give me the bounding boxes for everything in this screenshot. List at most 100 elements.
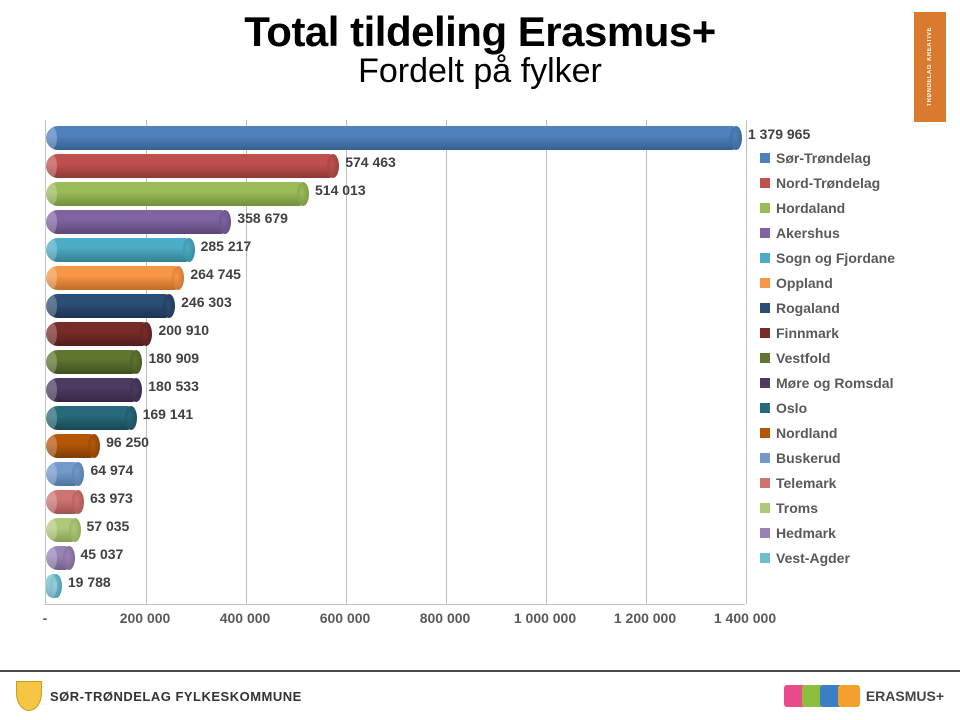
bar-value-label: 358 679 xyxy=(237,210,288,226)
bar-row: 514 013 xyxy=(46,182,303,206)
bar-row: 180 533 xyxy=(46,378,136,402)
legend-label: Oppland xyxy=(776,275,833,291)
legend-item: Oppland xyxy=(760,275,895,291)
bar: 246 303 xyxy=(46,294,169,318)
legend-label: Nord-Trøndelag xyxy=(776,175,880,191)
legend-item: Hedmark xyxy=(760,525,895,541)
legend-item: Hordaland xyxy=(760,200,895,216)
legend-label: Telemark xyxy=(776,475,836,491)
footer-org-label: SØR-TRØNDELAG FYLKESKOMMUNE xyxy=(50,689,302,704)
bar: 514 013 xyxy=(46,182,303,206)
legend-label: Troms xyxy=(776,500,818,516)
bar-value-label: 45 037 xyxy=(81,546,124,562)
legend-label: Rogaland xyxy=(776,300,840,316)
bar-value-label: 64 974 xyxy=(90,462,133,478)
legend-label: Nordland xyxy=(776,425,837,441)
chart-subtitle: Fordelt på fylker xyxy=(0,52,960,91)
chart-title: Total tildeling Erasmus+ xyxy=(0,8,960,56)
legend-item: Vest-Agder xyxy=(760,550,895,566)
bar: 64 974 xyxy=(46,462,78,486)
legend-item: Oslo xyxy=(760,400,895,416)
bar-row: 246 303 xyxy=(46,294,169,318)
bar-value-label: 246 303 xyxy=(181,294,232,310)
bar-row: 45 037 xyxy=(46,546,69,570)
bar-value-label: 63 973 xyxy=(90,490,133,506)
legend-swatch xyxy=(760,403,770,413)
x-axis: -200 000400 000600 000800 0001 000 0001 … xyxy=(45,610,745,630)
bar: 57 035 xyxy=(46,518,75,542)
legend-item: Telemark xyxy=(760,475,895,491)
legend-label: Buskerud xyxy=(776,450,841,466)
gridline xyxy=(646,120,647,604)
footer-erasmus: ERASMUS+ xyxy=(788,685,944,707)
bar-row: 19 788 xyxy=(46,574,56,598)
x-tick-label: - xyxy=(43,610,48,626)
legend-swatch xyxy=(760,428,770,438)
legend-item: Akershus xyxy=(760,225,895,241)
legend-label: Hordaland xyxy=(776,200,845,216)
legend-swatch xyxy=(760,353,770,363)
bar: 180 533 xyxy=(46,378,136,402)
shield-icon xyxy=(16,681,42,711)
erasmus-label: ERASMUS+ xyxy=(866,688,944,704)
bar-row: 200 910 xyxy=(46,322,146,346)
bar-value-label: 180 909 xyxy=(148,350,199,366)
bar-value-label: 180 533 xyxy=(148,378,199,394)
puzzle-icon xyxy=(788,685,860,707)
legend-item: Sogn og Fjordane xyxy=(760,250,895,266)
legend-label: Hedmark xyxy=(776,525,836,541)
legend: Sør-Trøndelag Nord-Trøndelag Hordaland Aker… xyxy=(760,150,895,575)
legend-swatch xyxy=(760,528,770,538)
bar-row: 358 679 xyxy=(46,210,225,234)
bar: 574 463 xyxy=(46,154,333,178)
legend-item: Nord-Trøndelag xyxy=(760,175,895,191)
legend-label: Møre og Romsdal xyxy=(776,375,893,391)
bar: 358 679 xyxy=(46,210,225,234)
legend-swatch xyxy=(760,253,770,263)
legend-item: Sør-Trøndelag xyxy=(760,150,895,166)
bar: 180 909 xyxy=(46,350,136,374)
bar-value-label: 169 141 xyxy=(143,406,194,422)
legend-label: Sogn og Fjordane xyxy=(776,250,895,266)
title-block: Total tildeling Erasmus+ Fordelt på fylk… xyxy=(0,0,960,91)
bar-chart: 1 379 965574 463514 013358 679285 217264… xyxy=(45,120,745,605)
x-tick-label: 800 000 xyxy=(420,610,471,626)
bar: 19 788 xyxy=(46,574,56,598)
bar: 169 141 xyxy=(46,406,131,430)
bar: 63 973 xyxy=(46,490,78,514)
bar-row: 169 141 xyxy=(46,406,131,430)
legend-swatch xyxy=(760,228,770,238)
legend-swatch xyxy=(760,328,770,338)
legend-swatch xyxy=(760,553,770,563)
x-tick-label: 600 000 xyxy=(320,610,371,626)
bar: 285 217 xyxy=(46,238,189,262)
side-logo: KREATIVE TRØNDELAG xyxy=(914,12,946,122)
bar-row: 96 250 xyxy=(46,434,94,458)
bar-value-label: 264 745 xyxy=(190,266,241,282)
legend-swatch xyxy=(760,478,770,488)
gridline xyxy=(746,120,747,604)
legend-item: Rogaland xyxy=(760,300,895,316)
legend-item: Finnmark xyxy=(760,325,895,341)
bar-value-label: 200 910 xyxy=(158,322,209,338)
bar-row: 63 973 xyxy=(46,490,78,514)
legend-label: Vest-Agder xyxy=(776,550,850,566)
legend-swatch xyxy=(760,378,770,388)
legend-swatch xyxy=(760,178,770,188)
bar-row: 1 379 965 xyxy=(46,126,736,150)
x-tick-label: 1 200 000 xyxy=(614,610,676,626)
legend-label: Akershus xyxy=(776,225,840,241)
legend-item: Nordland xyxy=(760,425,895,441)
x-tick-label: 1 400 000 xyxy=(714,610,776,626)
x-tick-label: 200 000 xyxy=(120,610,171,626)
gridline xyxy=(546,120,547,604)
puzzle-piece xyxy=(838,685,860,707)
legend-item: Troms xyxy=(760,500,895,516)
bar-value-label: 1 379 965 xyxy=(748,126,810,142)
bar: 1 379 965 xyxy=(46,126,736,150)
bar-value-label: 96 250 xyxy=(106,434,149,450)
x-tick-label: 1 000 000 xyxy=(514,610,576,626)
side-logo-line-2: TRØNDELAG xyxy=(927,64,933,107)
bar: 264 745 xyxy=(46,266,178,290)
bar-row: 285 217 xyxy=(46,238,189,262)
